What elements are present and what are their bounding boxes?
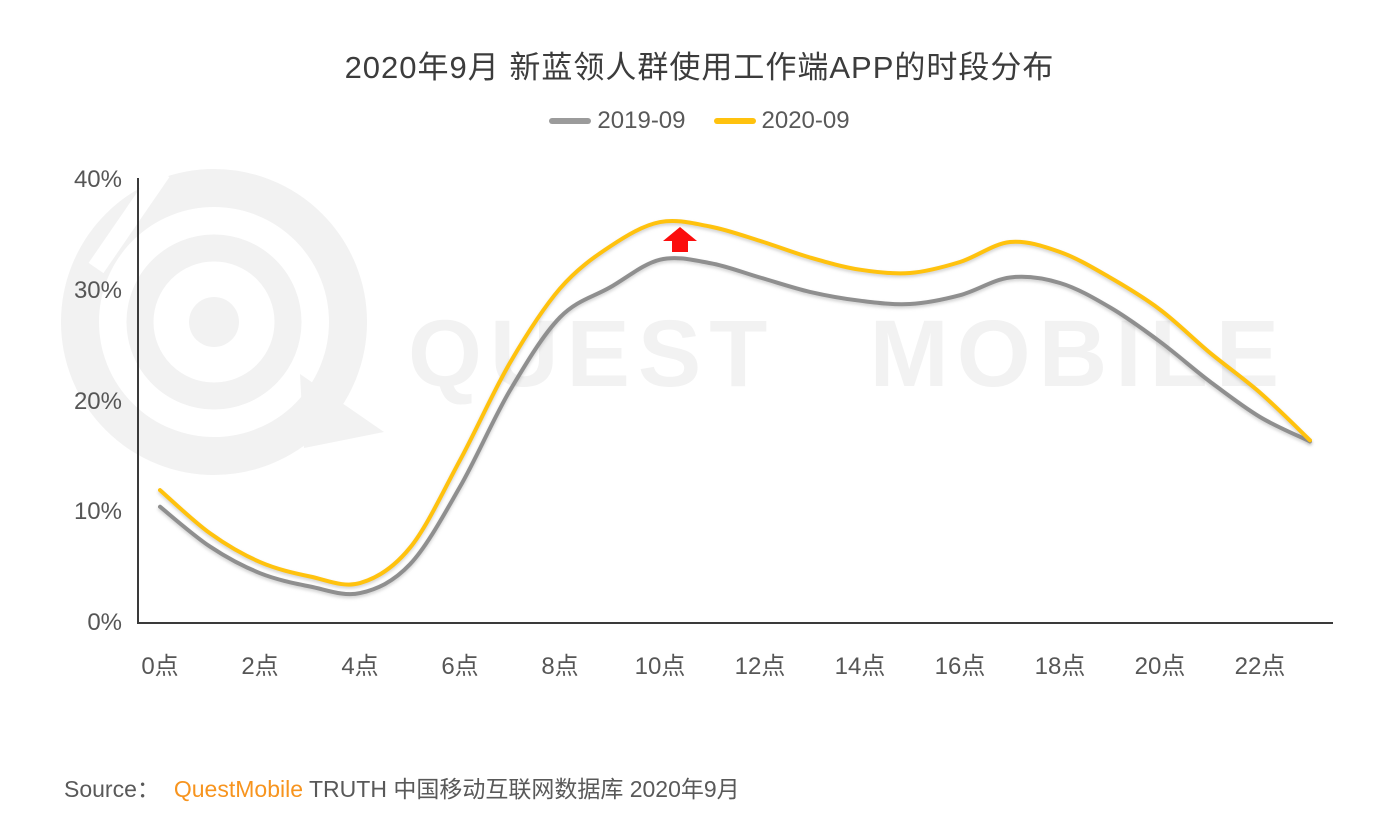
source-suffix: TRUTH 中国移动互联网数据库 2020年9月 xyxy=(309,776,740,802)
source-prefix: Source： xyxy=(64,776,160,802)
x-tick-label: 18点 xyxy=(1034,653,1086,680)
y-tick-label: 40% xyxy=(73,166,122,193)
legend-swatch-2020-09 xyxy=(713,118,756,124)
x-tick-label: 10点 xyxy=(634,653,686,680)
x-tick-label: 22点 xyxy=(1234,653,1286,680)
y-tick-label: 10% xyxy=(73,498,122,526)
chart-title: 2020年9月 新蓝领人群使用工作端APP的时段分布 xyxy=(344,50,1055,85)
questmobile-watermark-text: QUEST MOBILE xyxy=(408,301,1288,407)
legend-label-2020-09: 2020-09 xyxy=(761,107,850,134)
x-tick-label: 14点 xyxy=(834,653,886,680)
legend-item-2020-09: 2020-09 xyxy=(713,107,850,135)
watermark-bubble-tail xyxy=(300,374,384,448)
source-brand: QuestMobile xyxy=(173,776,303,802)
peak-arrow-annotation xyxy=(663,227,697,252)
y-tick-label: 0% xyxy=(87,609,122,636)
legend-label-2019-09: 2019-09 xyxy=(597,107,686,134)
x-tick-label: 2点 xyxy=(241,653,279,680)
y-tick-label: 30% xyxy=(73,276,122,304)
legend: 2019-09 2020-09 xyxy=(0,107,1399,135)
legend-swatch-2019-09 xyxy=(549,118,592,124)
series-line-2020-09 xyxy=(158,218,1312,587)
x-tick-label: 4点 xyxy=(341,653,379,680)
x-tick-label: 12点 xyxy=(734,653,786,680)
series-lines xyxy=(158,218,1312,597)
x-tick-label: 6点 xyxy=(441,653,479,680)
x-tick-label: 16点 xyxy=(934,653,986,680)
x-tick-label: 8点 xyxy=(541,653,579,680)
red-up-arrow-icon xyxy=(663,227,697,252)
x-tick-label: 0点 xyxy=(141,653,179,680)
x-tick-label: 20点 xyxy=(1134,653,1186,680)
source-line: Source： QuestMobile TRUTH 中国移动互联网数据库 2020年… xyxy=(64,770,740,804)
series-line-2019-09 xyxy=(158,256,1312,597)
y-tick-label: 20% xyxy=(73,387,122,415)
legend-item-2019-09: 2019-09 xyxy=(549,107,686,135)
